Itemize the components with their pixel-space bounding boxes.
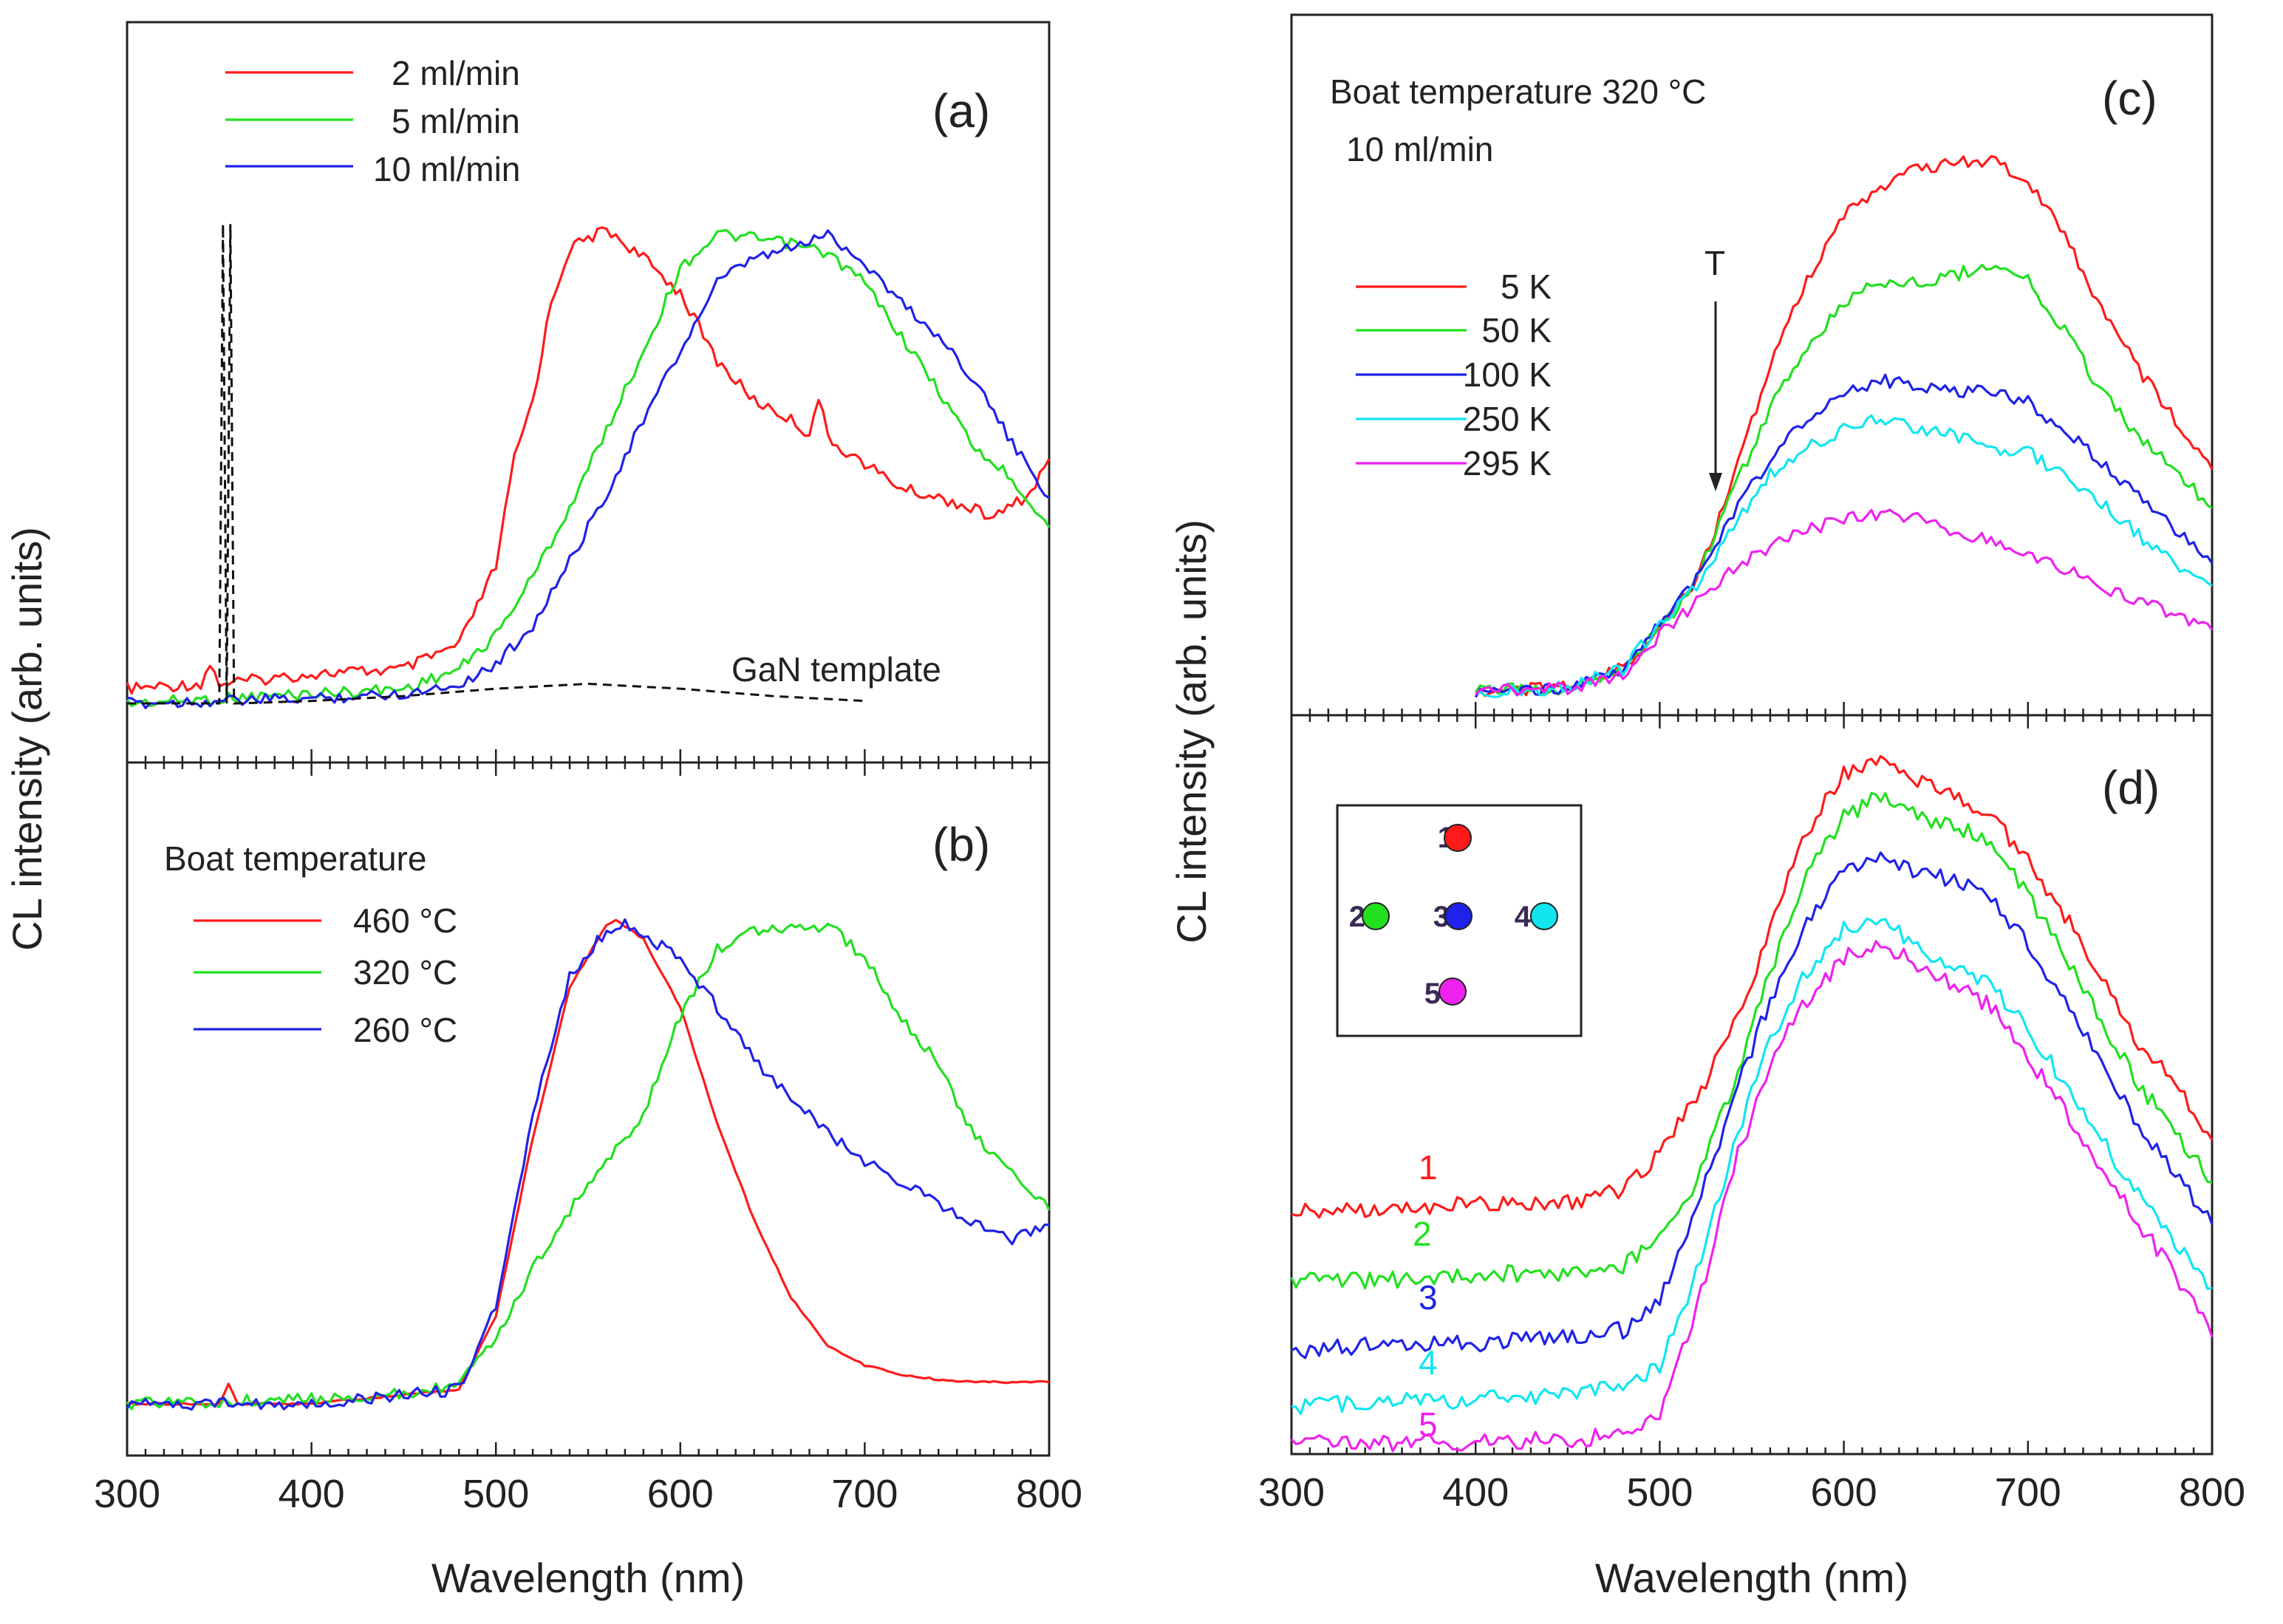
x-tick-label: 500: [1626, 1470, 1693, 1515]
left-x-axis-title: Wavelength (nm): [431, 1555, 745, 1601]
series-number-labels: 1 2 3 4 5: [1413, 1148, 1438, 1444]
series-c-2-line: [1474, 264, 2213, 696]
panel-c-label: (c): [2102, 72, 2157, 125]
inset-label-2: 2: [1349, 901, 1365, 933]
legend-b-label-2: 320 °C: [353, 953, 457, 992]
series-d-5-line: [1290, 940, 2214, 1453]
series-a-2-line: [126, 229, 1051, 708]
inset-label-4: 4: [1515, 901, 1532, 933]
panel-a-label: (a): [932, 84, 990, 137]
gan-template-annotation: GaN template: [731, 650, 941, 689]
flow-rate-annotation: 10 ml/min: [1346, 130, 1493, 168]
series-a-4-line: [127, 224, 865, 705]
inset-marker-3: [1444, 902, 1472, 930]
legend-b: Boat temperature 460 °C 320 °C 260 °C: [164, 839, 457, 1049]
x-tick-label: 700: [831, 1472, 898, 1516]
inset-marker-4: [1530, 902, 1558, 930]
left-panel-group: (a) 2 ml/min 5 ml/min 10 ml/min GaN temp…: [4, 21, 1082, 1601]
x-tick-label: 400: [279, 1472, 345, 1516]
series-d-4-line: [1291, 917, 2213, 1416]
x-tick-label: 800: [1016, 1472, 1082, 1516]
series-b-2-line: [126, 922, 1051, 1410]
x-tick-label: 600: [1811, 1470, 1877, 1515]
series-d-3-line: [1291, 851, 2214, 1359]
legend-c-label-4: 250 K: [1463, 400, 1552, 438]
series-label-5: 5: [1419, 1405, 1438, 1444]
series-a-1-line: [126, 226, 1051, 695]
temperature-arrow-label: T: [1704, 244, 1725, 282]
x-tick-label: 500: [463, 1472, 529, 1516]
inset-marker-1: [1444, 824, 1472, 852]
legend-a-label-3: 10 ml/min: [373, 150, 520, 188]
curves-a: [126, 224, 1051, 709]
legend-a-label-1: 2 ml/min: [392, 54, 520, 92]
legend-a: 2 ml/min 5 ml/min 10 ml/min: [225, 54, 520, 188]
series-label-2: 2: [1413, 1215, 1432, 1253]
sample-position-inset: 1 2 3 4 5: [1336, 804, 1583, 1037]
series-d-2-line: [1290, 791, 2213, 1290]
curves-d: [1290, 754, 2214, 1453]
legend-c-label-1: 5 K: [1501, 267, 1552, 306]
series-c-4-line: [1475, 414, 2213, 698]
panel-b-label: (b): [932, 818, 990, 871]
x-tick-label: 700: [1995, 1470, 2061, 1515]
boat-temperature-annotation: Boat temperature 320 °C: [1330, 72, 1706, 111]
inset-label-5: 5: [1424, 978, 1441, 1010]
right-x-ticks: [1290, 702, 2214, 1454]
x-tick-label: 800: [2179, 1470, 2245, 1515]
panel-c: (c) Boat temperature 320 °C 10 ml/min T …: [1330, 72, 2214, 698]
right-y-axis-title: CL intensity (arb. units): [1168, 519, 1215, 944]
series-c-5-line: [1475, 508, 2214, 697]
series-label-1: 1: [1419, 1148, 1438, 1187]
inset-marker-2: [1362, 902, 1390, 930]
legend-c-label-2: 50 K: [1481, 311, 1552, 349]
legend-a-label-2: 5 ml/min: [392, 102, 520, 140]
inset-marker-5: [1439, 978, 1467, 1006]
legend-b-label-1: 460 °C: [353, 901, 457, 940]
series-b-1-line: [127, 918, 1050, 1406]
x-tick-label: 300: [94, 1472, 160, 1516]
panel-d-label: (d): [2102, 761, 2160, 814]
right-panel-group: (c) Boat temperature 320 °C 10 ml/min T …: [1168, 13, 2245, 1601]
panel-a: (a) 2 ml/min 5 ml/min 10 ml/min GaN temp…: [126, 54, 1051, 709]
legend-c-label-5: 295 K: [1463, 444, 1552, 482]
curves-c: [1474, 155, 2214, 698]
series-label-4: 4: [1419, 1343, 1438, 1382]
inset-label-3: 3: [1433, 901, 1450, 933]
panel-d: (d) 1 2 3 4 5 1 2 3 4 5: [1290, 754, 2214, 1453]
legend-c: 5 K 50 K 100 K 250 K 295 K: [1356, 267, 1552, 482]
x-tick-label: 400: [1442, 1470, 1509, 1515]
series-label-3: 3: [1419, 1278, 1438, 1317]
right-x-tick-labels: 300 400 500 600 700 800: [1258, 1470, 2245, 1515]
left-x-ticks: [126, 749, 1051, 1456]
x-tick-label: 600: [647, 1472, 714, 1516]
x-tick-label: 300: [1258, 1470, 1325, 1515]
legend-c-label-3: 100 K: [1463, 355, 1552, 394]
legend-b-label-3: 260 °C: [353, 1011, 457, 1049]
series-a-3-line: [126, 229, 1050, 709]
legend-b-title: Boat temperature: [164, 839, 426, 878]
panel-b: (b) Boat temperature 460 °C 320 °C 260 °…: [126, 818, 1051, 1411]
curves-b: [126, 918, 1051, 1411]
right-x-axis-title: Wavelength (nm): [1595, 1555, 1908, 1601]
series-b-3-line: [126, 918, 1049, 1411]
series-d-1-line: [1291, 754, 2214, 1219]
left-y-axis-title: CL intensity (arb. units): [4, 527, 50, 951]
left-x-tick-labels: 300 400 500 600 700 800: [94, 1472, 1082, 1516]
series-c-1-line: [1475, 155, 2214, 697]
temperature-arrow-head: [1709, 473, 1722, 491]
